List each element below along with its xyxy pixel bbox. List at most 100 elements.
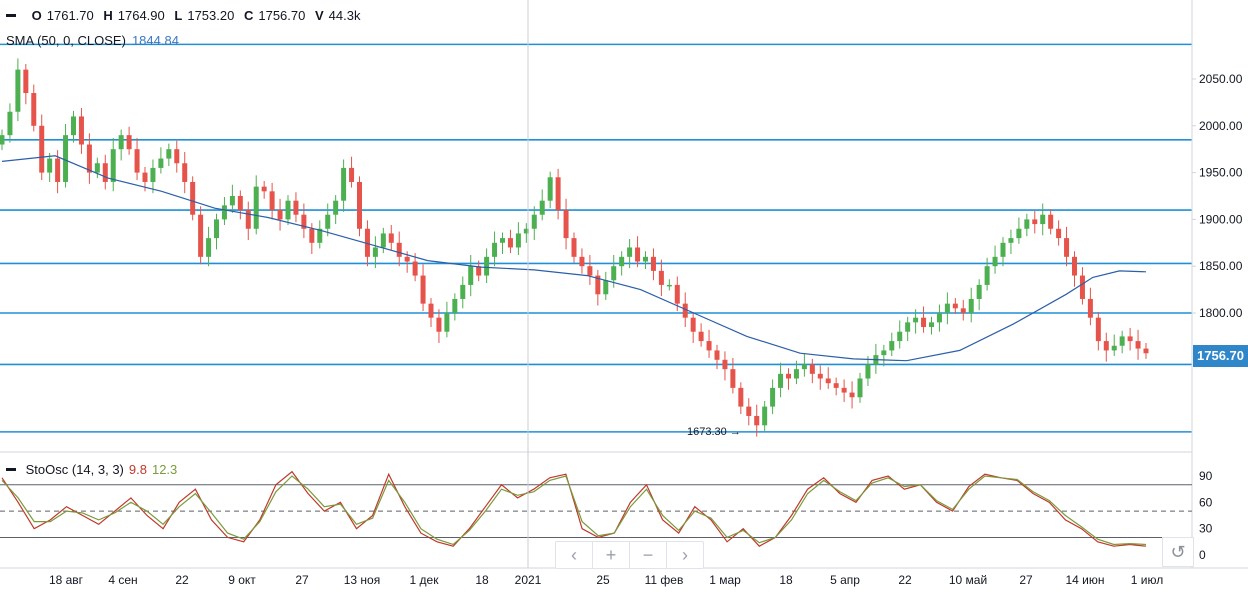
candle-body <box>746 406 752 416</box>
chart-navigation: ‹ + − › <box>555 541 704 569</box>
candle-body <box>730 369 736 388</box>
candle-body <box>952 303 958 309</box>
price-tick-label: 1950.00 <box>1199 166 1243 180</box>
candle-body <box>1040 214 1046 225</box>
candle-body <box>293 200 299 215</box>
candle-body <box>587 266 593 276</box>
reset-chart-button[interactable]: ↺ <box>1162 537 1194 567</box>
candle-body <box>229 196 235 206</box>
candle-body <box>118 135 124 150</box>
candle-body <box>309 228 315 243</box>
candle-body <box>595 275 601 295</box>
candle-body <box>754 415 760 426</box>
last-price-label: 1756.70 <box>1193 345 1248 367</box>
candle-body <box>650 256 656 271</box>
stoch-d-value: 12.3 <box>151 462 178 477</box>
candle-body <box>78 116 84 145</box>
stoch-k-line <box>1 470 1147 547</box>
candle-body <box>762 406 768 426</box>
scroll-left-button[interactable]: ‹ <box>556 542 593 568</box>
candle-body <box>94 163 100 173</box>
ohlc-legend: O 1761.70 H 1764.90 L 1753.20 C 1756.70 V 44.… <box>6 8 360 23</box>
candle-body <box>635 247 641 262</box>
candle-body <box>452 298 458 313</box>
stoch-collapse-icon[interactable] <box>6 468 16 472</box>
candle-body <box>611 266 617 281</box>
candle-body <box>786 373 791 379</box>
candle-body <box>921 317 927 328</box>
stoch-tick-label: 90 <box>1199 469 1213 483</box>
candle-body <box>134 149 140 173</box>
candle-body <box>579 256 585 267</box>
price-tick-label: 2000.00 <box>1199 119 1243 133</box>
zoom-out-button[interactable]: − <box>630 542 667 568</box>
scroll-right-button[interactable]: › <box>682 545 688 565</box>
candle-body <box>507 238 513 248</box>
stoch-legend[interactable]: StoOsc (14, 3, 3) 9.8 12.3 <box>6 462 177 477</box>
candle-body <box>0 135 5 145</box>
candle-body <box>714 350 720 360</box>
candle-body <box>881 350 887 356</box>
candle-body <box>627 247 633 257</box>
candle-body <box>531 214 537 229</box>
candle-body <box>825 378 831 384</box>
candle-body <box>476 266 482 276</box>
zoom-in-button[interactable]: + <box>593 542 630 568</box>
time-axis[interactable]: 18 авг 4 сен 22 9 окт 27 13 ноя 1 дек 18 2021 25 1… <box>49 573 1163 587</box>
candle-body <box>333 200 339 215</box>
sma-legend[interactable]: SMA (50, 0, CLOSE) 1844.84 <box>6 33 179 48</box>
candle-body <box>1095 317 1101 342</box>
candle-body <box>793 369 799 379</box>
low-value: 1753.20 <box>187 8 235 23</box>
candle-body <box>833 383 839 388</box>
candle-body <box>31 93 37 126</box>
close-value: 1756.70 <box>258 8 306 23</box>
candle-body <box>1127 336 1133 342</box>
close-key: C <box>243 8 254 23</box>
candle-body <box>301 214 307 229</box>
candle-body <box>1087 298 1093 318</box>
candle-body <box>277 210 283 220</box>
candle-body <box>47 158 53 173</box>
candle-body <box>404 256 410 262</box>
candle-body <box>563 210 569 239</box>
time-tick-label: 18 <box>475 573 489 587</box>
time-tick-label: 1 мар <box>709 573 741 587</box>
candle-body <box>897 331 903 342</box>
candle-body <box>849 392 855 398</box>
candle-body <box>15 69 21 112</box>
candle-body <box>190 181 196 215</box>
candle-body <box>1064 238 1070 257</box>
high-key: H <box>103 8 113 23</box>
candle-body <box>865 364 871 379</box>
candle-body <box>285 200 291 220</box>
candle-body <box>1024 219 1030 229</box>
candle-body <box>698 331 704 342</box>
candle-body <box>857 378 863 398</box>
sma-line <box>1 155 1147 362</box>
candle-body <box>444 313 450 332</box>
candle-body <box>1111 345 1117 351</box>
candle-body <box>515 233 521 248</box>
candle-body <box>674 284 680 304</box>
candle-body <box>539 200 545 215</box>
candle-body <box>817 373 823 379</box>
candlestick-series <box>0 58 1149 437</box>
candle-body <box>71 116 76 136</box>
candle-body <box>1016 228 1022 239</box>
time-tick-label: 22 <box>898 573 912 587</box>
time-tick-label: 25 <box>596 573 610 587</box>
candle-body <box>420 275 426 304</box>
candle-body <box>841 387 847 393</box>
candle-body <box>412 261 418 276</box>
price-axis[interactable]: 1800.00 1850.00 1900.00 1950.00 2000.00 2050.… <box>1192 72 1243 320</box>
volume-key: V <box>314 8 324 23</box>
stoch-tick-label: 0 <box>1199 548 1206 562</box>
open-value: 1761.70 <box>46 8 94 23</box>
candle-body <box>317 228 323 243</box>
stoch-k-value: 9.8 <box>128 462 147 477</box>
candle-body <box>492 242 498 257</box>
legend-collapse-icon[interactable] <box>6 14 16 18</box>
candle-body <box>960 308 966 313</box>
